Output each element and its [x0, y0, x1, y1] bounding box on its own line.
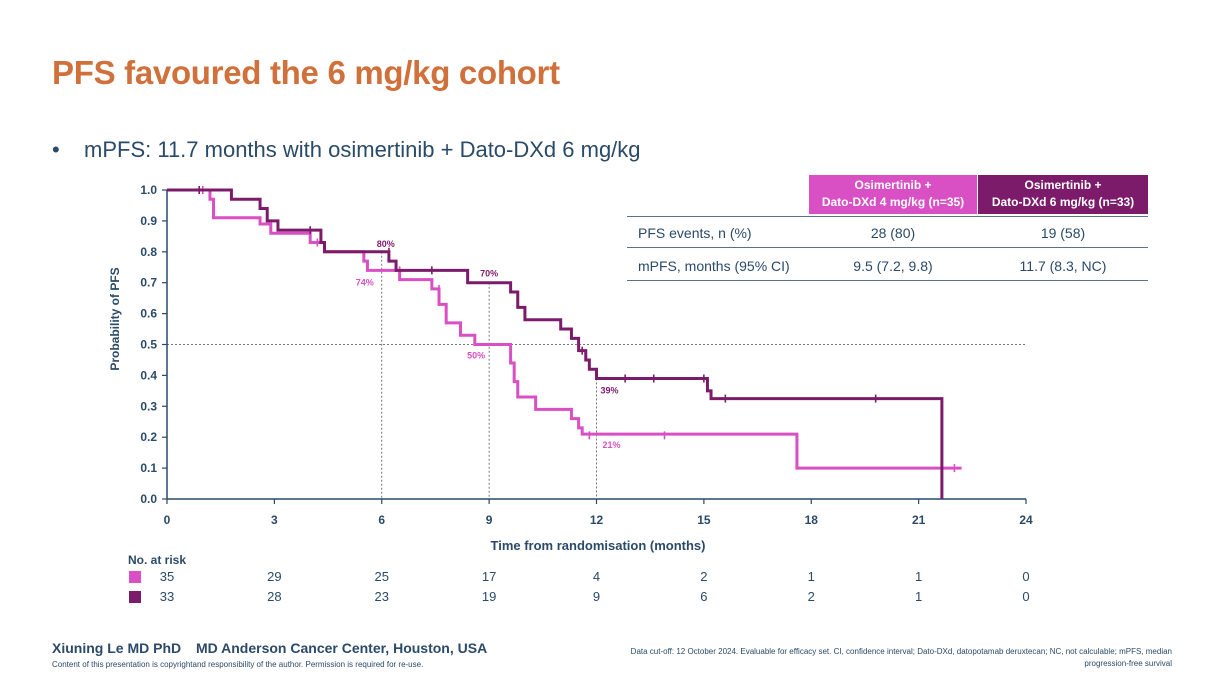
km-curve-dose4	[167, 188, 962, 470]
y-tick-label: 0.3	[140, 399, 157, 413]
x-tick-label: 9	[486, 513, 493, 527]
risk-legend-swatch-dose4	[129, 571, 141, 583]
y-tick-label: 0.0	[140, 492, 157, 506]
risk-count-dose6: 0	[1022, 589, 1030, 604]
landmark-label-dose4: 74%	[356, 277, 374, 287]
x-tick-label: 12	[590, 513, 604, 527]
y-tick-label: 0.6	[140, 307, 157, 321]
y-tick-label: 0.4	[140, 368, 157, 382]
y-axis-label: Probability of PFS	[108, 267, 122, 371]
table-header-6mg: Osimertinib + Dato-DXd 6 mg/kg (n=33)	[978, 175, 1148, 214]
y-tick-label: 0.8	[140, 245, 157, 259]
risk-count-dose4: 1	[915, 569, 923, 584]
x-tick-label: 15	[697, 513, 711, 527]
table-header-4mg-line2: Dato-DXd 4 mg/kg (n=35)	[821, 195, 965, 209]
km-curve-dose6	[167, 188, 944, 499]
x-tick-label: 6	[378, 513, 385, 527]
table-header-6mg-line1: Osimertinib +	[1024, 178, 1102, 192]
risk-count-dose6: 33	[159, 589, 175, 604]
landmark-label-dose6: 39%	[601, 385, 619, 395]
landmark-label-dose4: 21%	[603, 440, 621, 450]
risk-count-dose6: 9	[592, 589, 601, 604]
y-tick-label: 0.5	[140, 338, 157, 352]
landmark-label-dose6: 70%	[480, 269, 498, 279]
table-rule-top	[627, 216, 1148, 217]
bullet-text: mPFS: 11.7 months with osimertinib + Dat…	[84, 137, 641, 162]
slide-title: PFS favoured the 6 mg/kg cohort	[52, 54, 560, 91]
y-tick-label: 0.7	[140, 276, 157, 290]
y-tick-label: 1.0	[140, 183, 157, 197]
copyright-notice: Content of this presentation is copyrigh…	[52, 660, 424, 669]
institution: MD Anderson Cancer Center, Houston, USA	[196, 640, 488, 656]
x-tick-label: 21	[912, 513, 926, 527]
table-cell-6mg: 19 (58)	[1040, 225, 1086, 241]
landmark-label-dose6: 80%	[377, 239, 395, 249]
table-cell-6mg: 11.7 (8.3, NC)	[1019, 258, 1107, 274]
table-rule-bottom	[627, 280, 1148, 281]
x-tick-label: 0	[164, 513, 171, 527]
table-cell-4mg: 9.5 (7.2, 9.8)	[853, 258, 933, 274]
risk-count-dose4: 17	[481, 569, 497, 584]
risk-count-dose4: 2	[700, 569, 708, 584]
risk-count-dose4: 29	[267, 569, 282, 584]
risk-count-dose6: 28	[267, 589, 282, 604]
y-tick-label: 0.9	[140, 214, 157, 228]
table-row-label: PFS events, n (%)	[638, 225, 752, 241]
risk-count-dose4: 4	[592, 569, 601, 584]
table-row-label: mPFS, months (95% CI)	[638, 258, 790, 274]
table-header-4mg: Osimertinib + Dato-DXd 4 mg/kg (n=35)	[809, 175, 977, 214]
table-cell-4mg: 28 (80)	[870, 225, 916, 241]
x-tick-label: 3	[271, 513, 278, 527]
presenter-name: Xiuning Le MD PhD	[52, 640, 182, 656]
footnote: Data cut-off: 12 October 2024. Evaluable…	[630, 647, 1172, 668]
risk-count-dose6: 23	[374, 589, 389, 604]
y-tick-label: 0.1	[140, 461, 157, 475]
risk-legend-swatch-dose6	[129, 591, 141, 603]
risk-count-dose4: 0	[1022, 569, 1030, 584]
risk-table-title: No. at risk	[128, 553, 187, 567]
risk-count-dose6: 6	[700, 589, 708, 604]
risk-count-dose6: 2	[807, 589, 815, 604]
table-header-6mg-line2: Dato-DXd 6 mg/kg (n=33)	[991, 195, 1135, 209]
risk-count-dose4: 25	[374, 569, 389, 584]
risk-count-dose4: 35	[159, 569, 175, 584]
y-tick-label: 0.2	[140, 430, 157, 444]
table-rule-mid	[627, 247, 1148, 248]
x-tick-label: 24	[1019, 513, 1033, 527]
x-tick-label: 18	[805, 513, 819, 527]
bullet-marker: •	[52, 137, 60, 162]
risk-count-dose6: 1	[915, 589, 923, 604]
x-axis-label: Time from randomisation (months)	[490, 538, 706, 553]
landmark-label-dose4: 50%	[467, 351, 485, 361]
table-header-4mg-line1: Osimertinib +	[854, 178, 932, 192]
risk-count-dose6: 19	[481, 589, 497, 604]
risk-count-dose4: 1	[807, 569, 815, 584]
